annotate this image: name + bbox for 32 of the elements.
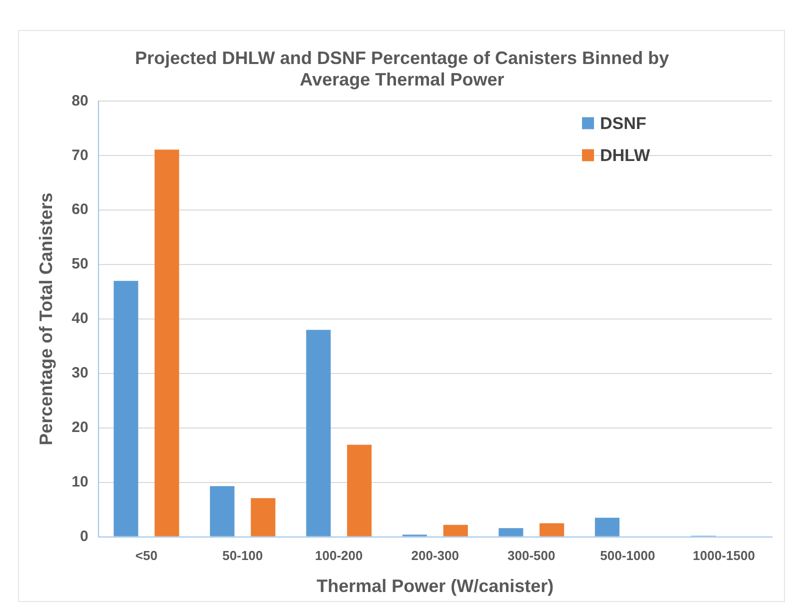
- x-tick-label: 50-100: [222, 548, 263, 564]
- bar: [347, 444, 372, 536]
- text: Projected DHLW and DSNF Percentage of Canisters Binned by: [134, 48, 670, 68]
- y-tick-label: 50: [72, 256, 88, 273]
- legend-label: DSNF: [600, 114, 646, 133]
- y-tick-label: 10: [72, 473, 88, 490]
- bar: [443, 524, 468, 536]
- bar: [250, 498, 276, 536]
- x-tick-label: <50: [135, 548, 158, 564]
- bar: [210, 486, 234, 536]
- x-tick-label: 1000-1500: [692, 548, 755, 564]
- text: Average Thermal Power: [300, 69, 504, 90]
- bar: [114, 280, 138, 536]
- y-tick-label: 70: [72, 146, 88, 164]
- bar: [594, 518, 620, 536]
- bar: [498, 528, 524, 536]
- y-tick-label: 30: [72, 364, 88, 382]
- x-tick-label: 500-1000: [600, 548, 656, 564]
- x-tick-label: 100-200: [315, 548, 363, 564]
- y-axis-title: Percentage of Total Canisters: [36, 192, 56, 446]
- x-axis-title: Thermal Power (W/canister): [316, 576, 554, 596]
- x-tick-label: 300-500: [508, 548, 556, 564]
- bar: [306, 330, 331, 536]
- x-tick-label: 200-300: [411, 548, 459, 564]
- y-tick-label: 40: [72, 310, 88, 328]
- bar: [540, 523, 564, 536]
- legend-label: DHLW: [600, 146, 651, 165]
- y-tick-label: 0: [80, 528, 88, 545]
- y-tick-label: 80: [72, 92, 88, 110]
- bar: [154, 150, 180, 536]
- y-tick-label: 20: [72, 419, 88, 436]
- y-tick-label: 60: [72, 201, 88, 218]
